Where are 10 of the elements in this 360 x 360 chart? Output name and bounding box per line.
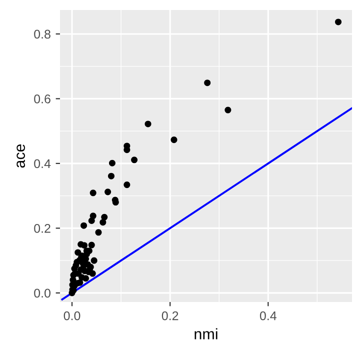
x-tick-label: 0.0	[64, 311, 80, 320]
x-tick-label: 0.4	[260, 311, 276, 320]
y-tick-label: 0.2	[34, 224, 50, 233]
y-tick-label: 0.0	[34, 288, 50, 298]
y-tick-label: 0.8	[34, 30, 50, 39]
y-axis-title: ace	[16, 144, 26, 168]
y-tick-label: 0.4	[34, 159, 51, 168]
y-tick-label: 0.6	[34, 94, 50, 104]
x-tick-label: 0.2	[162, 311, 178, 320]
x-axis-title: nmi	[194, 328, 218, 340]
